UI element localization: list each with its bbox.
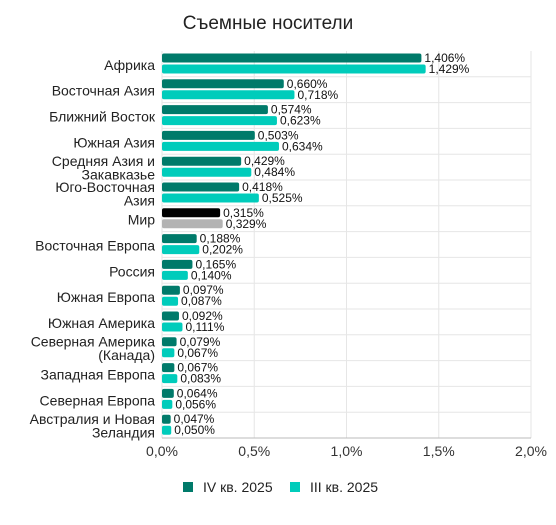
data-label: 0,079% xyxy=(180,335,221,349)
bar xyxy=(162,414,171,424)
data-label: 0,634% xyxy=(282,139,323,153)
bar xyxy=(162,64,426,74)
bar xyxy=(162,311,179,321)
data-label: 0,188% xyxy=(200,232,241,246)
x-tick-label: 0,5% xyxy=(238,443,270,459)
category-label: (Канада) xyxy=(98,347,155,363)
category-label: Мир xyxy=(128,212,155,228)
data-label: 0,329% xyxy=(226,217,267,231)
data-label: 0,111% xyxy=(185,320,224,334)
bar xyxy=(162,53,422,63)
bar xyxy=(162,259,193,269)
data-label: 0,140% xyxy=(191,268,232,282)
bar xyxy=(162,245,200,255)
bar xyxy=(162,208,221,218)
category-label: Азия xyxy=(124,192,155,208)
category-label: Южная Америка xyxy=(48,315,155,331)
data-label: 0,525% xyxy=(262,191,303,205)
legend: IV кв. 2025 III кв. 2025 xyxy=(183,479,378,495)
bar xyxy=(162,156,242,166)
bar xyxy=(162,388,174,398)
data-label: 0,047% xyxy=(174,412,215,426)
bars: 1,406%1,429% 0,660%0,718%0,574%0,623%0,50… xyxy=(162,51,470,437)
bar xyxy=(162,374,178,384)
x-tick-label: 1,0% xyxy=(331,443,363,459)
legend-swatch xyxy=(290,482,300,492)
category-label: Западная Европа xyxy=(41,367,156,383)
bar xyxy=(162,234,197,244)
data-label: 0,315% xyxy=(223,206,264,220)
data-label: 0,484% xyxy=(254,165,295,179)
data-label: 0,503% xyxy=(258,128,299,142)
bar xyxy=(162,105,268,115)
category-label: Зеландия xyxy=(92,425,155,441)
data-label: 0,660% xyxy=(287,77,328,91)
category-label: Северная Европа xyxy=(40,392,156,408)
category-label: Северная Америка xyxy=(31,334,156,350)
data-label: 0,092% xyxy=(182,309,223,323)
data-label: 0,623% xyxy=(280,114,321,128)
category-label: Ближний Восток xyxy=(49,109,156,125)
bar xyxy=(162,399,173,409)
legend-label: III кв. 2025 xyxy=(310,479,378,495)
bar xyxy=(162,296,179,306)
bar xyxy=(162,348,175,358)
bar xyxy=(162,425,172,435)
data-label: 0,574% xyxy=(271,103,312,117)
data-label: 0,064% xyxy=(177,386,218,400)
bar xyxy=(162,285,180,295)
data-label: 0,202% xyxy=(202,243,243,257)
x-tick-label: 1,5% xyxy=(423,443,455,459)
category-label: Австралия и Новая xyxy=(30,411,155,427)
data-label: 0,097% xyxy=(183,283,224,297)
bar xyxy=(162,116,277,126)
bar xyxy=(162,182,240,192)
category-label: Южная Европа xyxy=(57,289,155,305)
data-label: 0,165% xyxy=(195,257,236,271)
grid-lines xyxy=(161,51,532,439)
category-label: Восточная Европа xyxy=(35,238,155,254)
data-label: 1,406% xyxy=(424,51,465,65)
bar xyxy=(162,90,295,100)
bar xyxy=(162,270,188,280)
bar xyxy=(162,79,284,89)
data-label: 0,050% xyxy=(174,423,215,437)
data-label: 0,067% xyxy=(177,361,218,375)
category-label: Южная Азия xyxy=(73,134,155,150)
bar xyxy=(162,322,183,332)
category-label: Закавказье xyxy=(82,167,156,183)
data-label: 0,087% xyxy=(181,294,222,308)
bar xyxy=(162,130,255,140)
category-label: Юго-Восточная xyxy=(55,179,155,195)
legend-swatch xyxy=(183,482,193,492)
chart-title: Съемные носители xyxy=(183,13,354,34)
data-label: 0,418% xyxy=(242,180,283,194)
category-label: Россия xyxy=(109,263,155,279)
category-labels: Африка Восточная Азия Ближний Восток Южная … xyxy=(30,57,156,441)
bar xyxy=(162,363,175,373)
data-label: 0,056% xyxy=(175,397,216,411)
data-label: 0,718% xyxy=(297,88,338,102)
bar xyxy=(162,337,177,347)
data-label: 1,429% xyxy=(429,62,470,76)
data-label: 0,067% xyxy=(177,346,218,360)
data-label: 0,083% xyxy=(180,372,221,386)
data-label: 0,429% xyxy=(244,154,285,168)
legend-label: IV кв. 2025 xyxy=(203,479,273,495)
bar xyxy=(162,167,252,177)
x-axis-ticks: 0,0% 0,5% 1,0% 1,5% 2,0% xyxy=(146,443,547,459)
category-label: Средняя Азия и xyxy=(52,153,155,169)
category-label: Восточная Азия xyxy=(52,83,155,99)
bar xyxy=(162,141,279,151)
x-tick-label: 0,0% xyxy=(146,443,178,459)
x-tick-label: 2,0% xyxy=(515,443,547,459)
bar xyxy=(162,193,259,203)
bar xyxy=(162,219,223,229)
category-label: Африка xyxy=(104,57,155,73)
